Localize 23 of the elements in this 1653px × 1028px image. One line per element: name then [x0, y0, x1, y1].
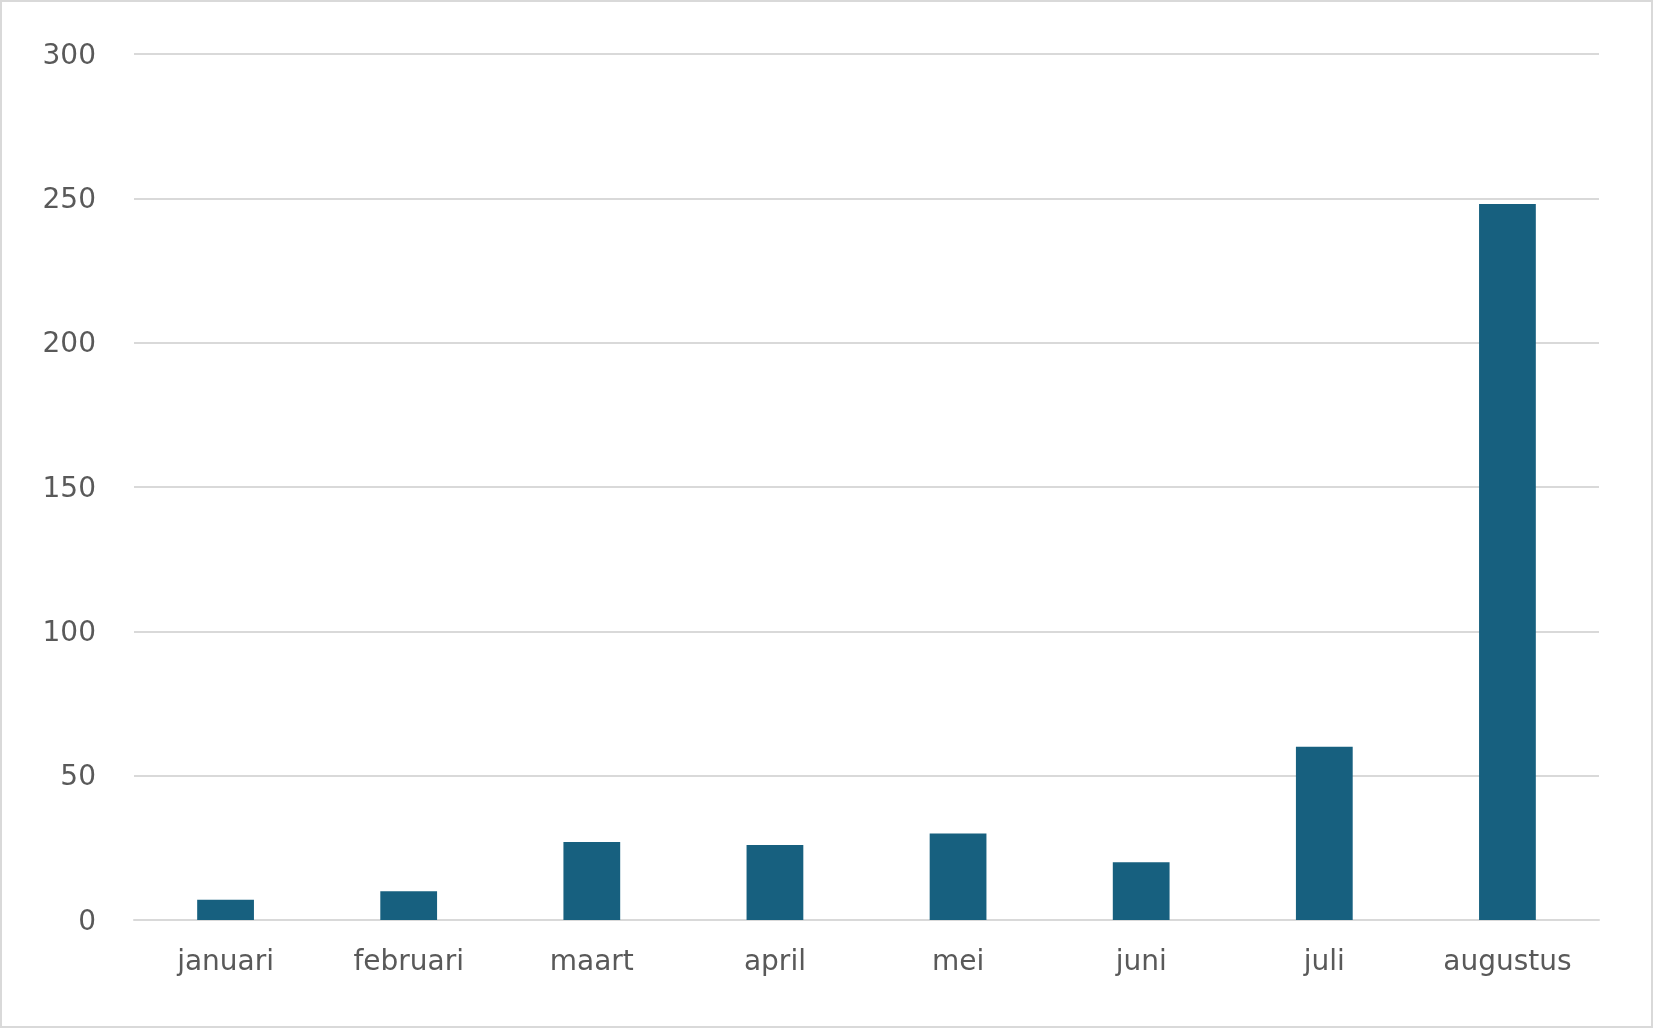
bar	[1295, 746, 1353, 920]
y-tick-label: 200	[42, 326, 96, 360]
y-tick-label: 0	[78, 903, 96, 937]
bar	[380, 891, 438, 920]
x-tick-label: juli	[1302, 943, 1345, 977]
y-tick-label: 300	[42, 37, 96, 71]
bar	[1479, 204, 1536, 920]
x-tick-label: juni	[1114, 943, 1167, 977]
bar	[197, 899, 254, 920]
x-tick-label: mei	[931, 943, 985, 977]
y-tick-label: 50	[60, 759, 96, 793]
y-tick-label: 150	[42, 470, 96, 504]
bar	[563, 842, 621, 920]
y-tick-label: 250	[42, 181, 96, 215]
x-tick-label: maart	[549, 943, 634, 977]
x-tick-label: april	[743, 943, 806, 977]
y-tick-label: 100	[42, 614, 96, 648]
bar	[929, 833, 987, 920]
x-tick-label: januari	[176, 943, 275, 977]
bar	[746, 844, 804, 920]
x-tick-label: augustus	[1443, 943, 1572, 977]
bar	[1112, 862, 1170, 920]
x-tick-label: februari	[353, 943, 464, 977]
